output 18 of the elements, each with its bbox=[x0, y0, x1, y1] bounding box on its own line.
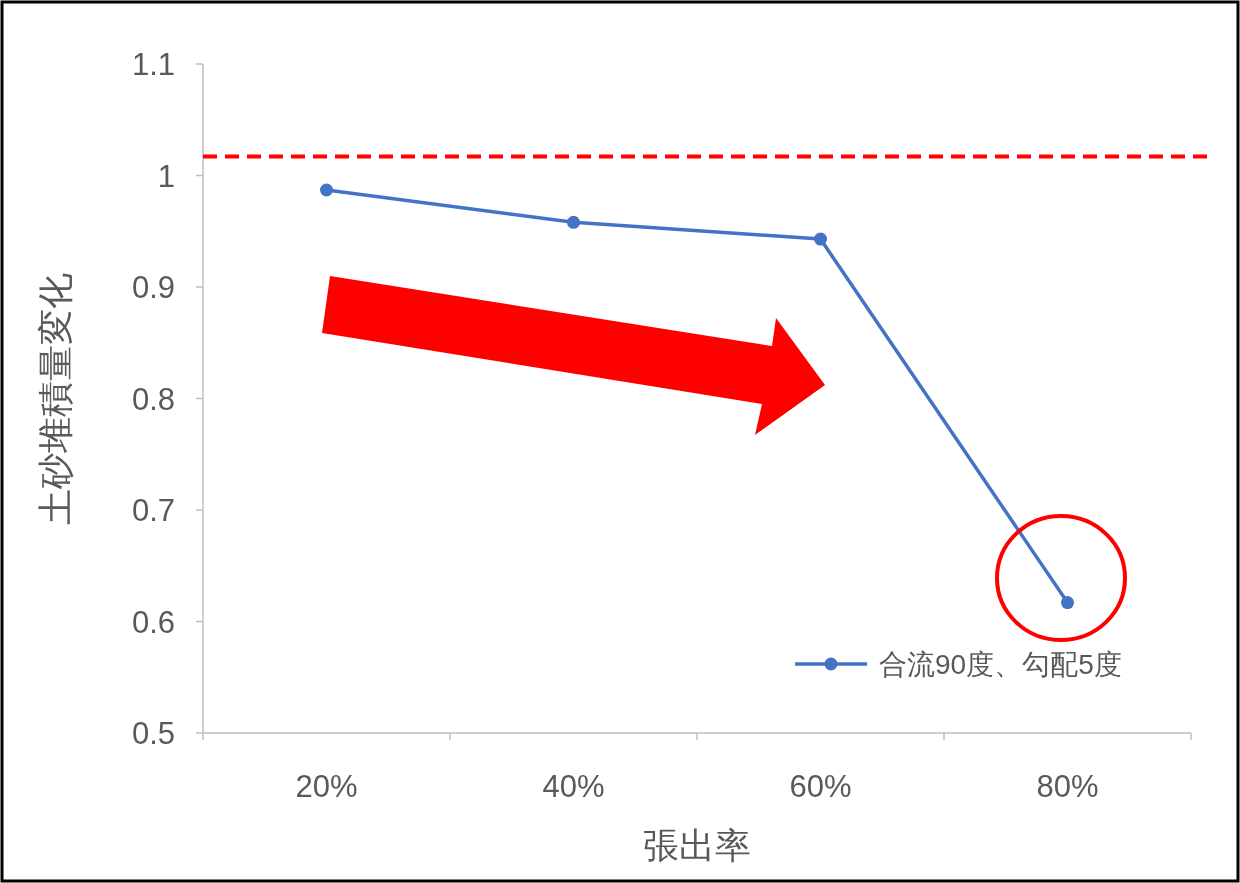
point bbox=[320, 183, 333, 197]
y-tick-label: 0.8 bbox=[131, 381, 175, 417]
y-tick-label: 0.9 bbox=[131, 270, 175, 305]
y-tick-label: 1.1 bbox=[131, 47, 175, 82]
point bbox=[814, 232, 827, 246]
x-axis-title: 張出率 bbox=[643, 825, 751, 866]
x-tick-label: 80% bbox=[1036, 769, 1099, 804]
y-axis-title: 土砂堆積量変化 bbox=[35, 272, 76, 525]
y-tick-label: 0.5 bbox=[131, 716, 175, 751]
legend-label: 合流90度、勾配5度 bbox=[879, 649, 1122, 680]
x-tick-label: 60% bbox=[789, 769, 852, 804]
x-tick-label: 20% bbox=[295, 769, 358, 804]
x-tick-label: 40% bbox=[542, 769, 605, 804]
point bbox=[1061, 596, 1074, 610]
point bbox=[567, 215, 580, 229]
y-tick-label: 0.7 bbox=[131, 493, 175, 528]
y-tick-label: 1 bbox=[157, 158, 175, 194]
y-tick-label: 0.6 bbox=[131, 604, 175, 640]
